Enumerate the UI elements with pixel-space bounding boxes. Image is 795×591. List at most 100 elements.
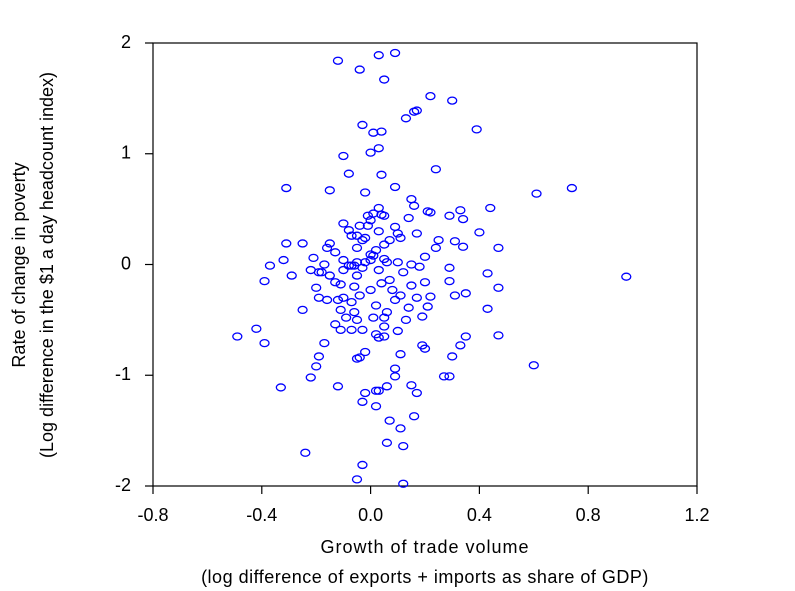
scatter-point bbox=[332, 295, 344, 305]
scatter-point bbox=[392, 326, 403, 336]
scatter-point bbox=[406, 381, 417, 390]
scatter-point bbox=[460, 332, 471, 341]
scatter-point bbox=[403, 303, 414, 312]
scatter-point bbox=[455, 206, 466, 215]
scatter-point bbox=[395, 291, 406, 300]
scatter-point bbox=[338, 293, 349, 302]
scatter-point bbox=[403, 213, 414, 223]
scatter-point bbox=[346, 298, 357, 307]
scatter-point bbox=[335, 305, 346, 315]
scatter-point bbox=[379, 313, 390, 322]
x-tick-label: 1.2 bbox=[684, 505, 709, 525]
scatter-point bbox=[433, 235, 444, 245]
y-tick-label: 0 bbox=[121, 253, 131, 273]
scatter-point bbox=[379, 240, 390, 249]
scatter-point bbox=[422, 207, 433, 216]
scatter-point bbox=[384, 235, 395, 245]
scatter-point bbox=[357, 235, 368, 245]
scatter-point bbox=[408, 201, 420, 210]
scatter-point bbox=[411, 388, 422, 398]
scatter-point bbox=[351, 258, 363, 267]
scatter-point bbox=[300, 448, 311, 457]
scatter-point bbox=[370, 330, 382, 339]
scatter-point bbox=[395, 233, 406, 243]
scatter-point bbox=[275, 383, 286, 392]
scatter-point bbox=[411, 229, 422, 238]
scatter-point bbox=[373, 144, 384, 153]
scatter-point bbox=[349, 282, 360, 291]
scatter-point bbox=[417, 312, 428, 321]
x-tick-label: 0.4 bbox=[467, 505, 492, 525]
scatter-point bbox=[444, 372, 455, 381]
scatter-point bbox=[493, 331, 504, 340]
plot-frame bbox=[152, 42, 698, 487]
scatter-point bbox=[368, 313, 379, 322]
scatter-point bbox=[251, 324, 262, 333]
scatter-point bbox=[408, 412, 420, 421]
scatter-point bbox=[313, 352, 325, 361]
scatter-point bbox=[379, 254, 390, 264]
scatter-point bbox=[379, 322, 390, 331]
scatter-point bbox=[531, 189, 542, 198]
y-axis-label: Rate of change in poverty bbox=[9, 162, 29, 367]
scatter-point bbox=[338, 219, 349, 228]
scatter-point bbox=[360, 347, 371, 357]
scatter-point bbox=[324, 186, 335, 195]
scatter-point bbox=[528, 361, 539, 370]
scatter-point bbox=[332, 56, 344, 65]
scatter-point bbox=[566, 183, 578, 193]
scatter-point bbox=[430, 243, 442, 253]
scatter-point bbox=[362, 211, 374, 220]
scatter-point bbox=[373, 265, 384, 275]
scatter-point bbox=[449, 291, 461, 300]
scatter-point bbox=[425, 292, 436, 301]
scatter-point bbox=[349, 307, 360, 317]
scatter-point bbox=[389, 372, 401, 381]
scatter-point bbox=[259, 338, 270, 348]
scatter-point bbox=[457, 214, 469, 224]
scatter-point bbox=[444, 276, 455, 286]
scatter-point bbox=[389, 182, 401, 192]
scatter-point bbox=[485, 203, 496, 213]
scatter-point bbox=[419, 252, 431, 261]
scatter-point bbox=[311, 362, 322, 371]
scatter-point bbox=[474, 228, 485, 237]
scatter-point bbox=[389, 364, 401, 373]
scatter-point bbox=[311, 283, 322, 292]
x-axis-label: (log difference of exports + imports as … bbox=[201, 567, 649, 587]
scatter-point bbox=[376, 279, 387, 288]
x-axis-label: Growth of trade volume bbox=[320, 537, 529, 557]
scatter-point bbox=[387, 285, 398, 295]
scatter-point bbox=[400, 315, 412, 325]
scatter-point bbox=[365, 255, 376, 265]
scatter-point bbox=[376, 170, 387, 179]
scatter-point bbox=[417, 341, 428, 350]
scatter-point bbox=[438, 372, 450, 381]
scatter-point bbox=[305, 373, 316, 382]
scatter-point bbox=[338, 151, 349, 161]
scatter-point bbox=[471, 125, 482, 134]
scatter-point bbox=[335, 325, 346, 334]
scatter-point bbox=[398, 479, 409, 488]
scatter-point bbox=[338, 265, 349, 275]
y-tick-label: -1 bbox=[115, 364, 131, 384]
scatter-point bbox=[319, 260, 330, 269]
scatter-point bbox=[343, 226, 354, 235]
scatter-point bbox=[406, 195, 417, 204]
y-axis-label: (Log difference in the $1 a day headcoun… bbox=[37, 72, 57, 458]
scatter-point bbox=[389, 48, 401, 58]
scatter-point bbox=[395, 424, 406, 433]
scatter-point bbox=[406, 260, 417, 269]
scatter-point bbox=[360, 258, 371, 267]
scatter-point bbox=[422, 302, 433, 311]
scatter-point bbox=[332, 382, 344, 391]
x-tick-label: -0.8 bbox=[137, 505, 168, 525]
scatter-point bbox=[482, 304, 493, 313]
scatter-point bbox=[482, 269, 493, 278]
scatter-point bbox=[360, 233, 371, 243]
scatter-point bbox=[357, 460, 368, 470]
scatter-point bbox=[297, 305, 308, 315]
scatter-point bbox=[392, 229, 403, 238]
scatter-point bbox=[297, 239, 308, 248]
